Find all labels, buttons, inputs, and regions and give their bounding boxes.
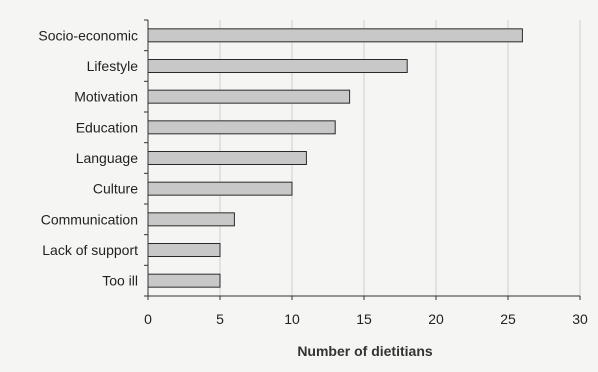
category-label: Lifestyle: [87, 58, 139, 74]
bar-socio-economic: [147, 28, 523, 43]
bar-culture: [147, 181, 293, 196]
category-label: Socio-economic: [38, 27, 138, 43]
category-label: Too ill: [102, 273, 138, 289]
bar-too-ill: [147, 273, 221, 288]
x-tick-label: 0: [144, 311, 152, 327]
bar-lack-of-support: [147, 243, 221, 257]
x-tick-label: 30: [572, 311, 588, 327]
x-tick-labels: 0 5 10 15 20 25 30: [144, 311, 588, 327]
bar-education: [147, 120, 336, 135]
bar-lifestyle: [147, 59, 408, 73]
category-label: Motivation: [74, 89, 138, 105]
category-label: Education: [76, 119, 138, 135]
x-tick-label: 15: [356, 311, 372, 327]
category-label: Language: [76, 150, 139, 166]
bars: [147, 28, 523, 288]
x-tick-label: 10: [284, 311, 300, 327]
bar-communication: [147, 212, 235, 227]
category-labels: Socio-economic Lifestyle Motivation Educati…: [38, 27, 138, 288]
bar-language: [147, 151, 307, 165]
x-axis-title: Number of dietitians: [297, 343, 433, 359]
x-tick-label: 5: [216, 311, 224, 327]
axes: [144, 19, 581, 300]
category-label: Lack of support: [42, 242, 138, 258]
category-label: Communication: [41, 211, 138, 227]
bar-motivation: [147, 89, 351, 104]
category-label: Culture: [93, 181, 138, 197]
x-tick-label: 20: [428, 311, 444, 327]
x-tick-label: 25: [500, 311, 516, 327]
